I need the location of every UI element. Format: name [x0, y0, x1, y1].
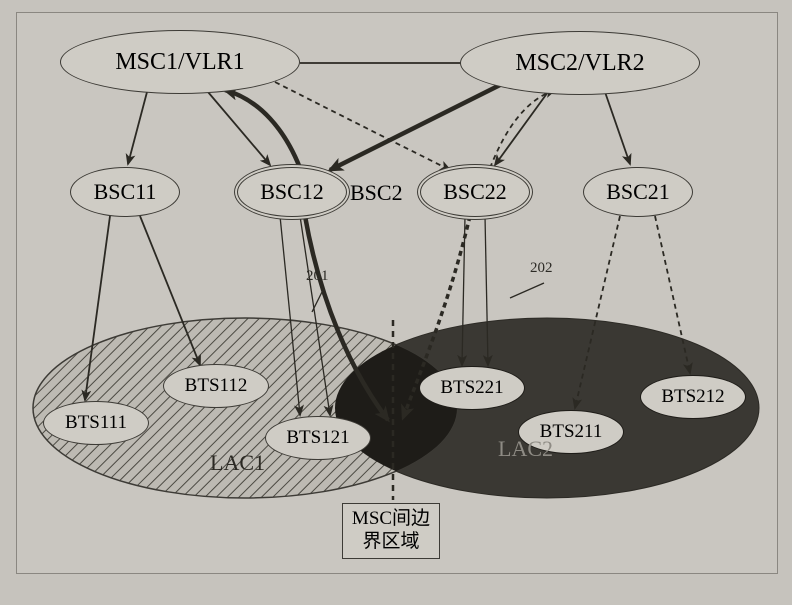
- page-border: [16, 12, 778, 574]
- annot-202: 202: [530, 260, 553, 277]
- node-bsc22: BSC22: [420, 167, 530, 217]
- boundary-box-line2: 界区域: [352, 531, 430, 554]
- node-msc2: MSC2/VLR2: [460, 31, 700, 95]
- node-label-bts111: BTS111: [65, 412, 127, 434]
- node-label-bts212: BTS212: [661, 386, 724, 408]
- node-label-bsc22: BSC22: [443, 179, 507, 205]
- node-label-bsc12: BSC12: [260, 179, 324, 205]
- node-bsc12: BSC12: [237, 167, 347, 217]
- lac1-label: LAC1: [210, 450, 265, 476]
- node-bts112: BTS112: [163, 364, 269, 408]
- annot-201: 201: [306, 268, 329, 285]
- node-bts111: BTS111: [43, 401, 149, 445]
- node-label-bts121: BTS121: [286, 427, 349, 449]
- boundary-box-line1: MSC间边: [352, 508, 430, 531]
- node-label-bsc11: BSC11: [94, 179, 157, 205]
- node-bts121: BTS121: [265, 416, 371, 460]
- lac2-label: LAC2: [498, 436, 553, 462]
- node-label-msc1: MSC1/VLR1: [115, 49, 244, 76]
- node-bts221: BTS221: [419, 366, 525, 410]
- node-label-bts112: BTS112: [185, 375, 248, 397]
- node-label-bsc21: BSC21: [606, 179, 670, 205]
- bsc2-label: BSC2: [350, 180, 403, 206]
- boundary-box: MSC间边 界区域: [342, 503, 440, 559]
- node-bts212: BTS212: [640, 375, 746, 419]
- node-label-bts221: BTS221: [440, 377, 503, 399]
- node-msc1: MSC1/VLR1: [60, 30, 300, 94]
- node-bsc11: BSC11: [70, 167, 180, 217]
- node-label-msc2: MSC2/VLR2: [515, 50, 644, 77]
- node-bsc21: BSC21: [583, 167, 693, 217]
